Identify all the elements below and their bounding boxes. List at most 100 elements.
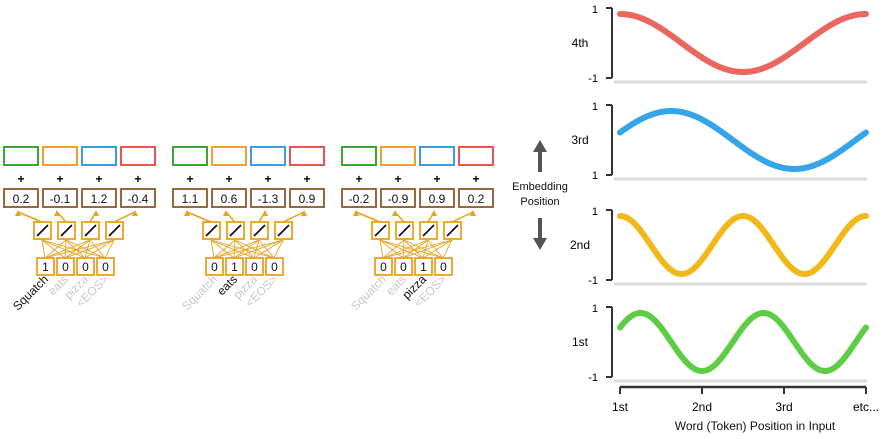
embedding-value-box <box>289 188 325 208</box>
input-value: 0 <box>380 260 387 274</box>
weight-connection <box>379 239 404 259</box>
arrowhead-icon <box>93 210 99 216</box>
embedding-position-indicator: Embedding Position <box>512 140 568 250</box>
input-value: 0 <box>400 260 407 274</box>
embedding-value-box <box>341 188 377 208</box>
arrowhead-icon <box>54 210 60 216</box>
input-value: 0 <box>102 260 109 274</box>
input-value: 0 <box>251 260 258 274</box>
arrowhead-icon <box>223 210 229 216</box>
token-group: + + + +1.1 0.6 -1.3 0.90 1 0 0Squatcheatspizza<EO… <box>172 146 325 313</box>
embedding-slot <box>120 146 156 166</box>
input-value: 0 <box>82 260 89 274</box>
arrowhead-icon <box>431 210 437 216</box>
weight-connection <box>258 239 275 259</box>
arrowhead-icon <box>184 210 190 216</box>
weight-connection <box>44 239 91 259</box>
weight-connection <box>427 239 444 259</box>
input-box <box>56 257 75 276</box>
arrowhead-icon <box>262 210 268 216</box>
identity-activation-icon <box>277 224 290 237</box>
network-connections <box>353 210 476 259</box>
sine-wave-curve <box>617 213 869 277</box>
weight-connection <box>65 239 86 259</box>
input-box <box>374 257 393 276</box>
weight-connection <box>233 239 260 259</box>
y-bottom-label: -1 <box>588 275 598 287</box>
plus-sign: + <box>264 172 271 186</box>
embedding-value: 0.2 <box>13 192 30 206</box>
embedding-value-box <box>120 188 156 208</box>
weight-connection <box>84 239 115 259</box>
identity-activation-icon <box>422 224 435 237</box>
weight-connection <box>382 239 429 259</box>
sine-wave-curve <box>617 11 869 75</box>
input-box <box>225 257 244 276</box>
weight-connection <box>403 239 424 259</box>
embedding-slot <box>42 146 78 166</box>
embedding-value: -0.1 <box>50 192 71 206</box>
arrowhead-icon <box>353 210 359 216</box>
token-label: Squatch <box>348 272 389 313</box>
weight-connection <box>402 239 453 259</box>
weight-connection <box>402 239 429 259</box>
wave-plot: 1 -1 4th <box>572 4 869 85</box>
identity-activation-icon <box>84 224 97 237</box>
sine-wave-curve <box>617 310 869 374</box>
embedding-slot <box>211 146 247 166</box>
input-box <box>205 257 224 276</box>
embedding-slot <box>81 146 117 166</box>
weight-connection <box>273 239 284 259</box>
token-group: + + + +-0.2 -0.9 0.9 0.20 0 1 0Squatcheatspizza<E… <box>341 146 494 313</box>
input-box <box>414 257 433 276</box>
output-arrow <box>113 211 136 223</box>
y-bottom-label: -1 <box>588 372 598 384</box>
y-top-label: 1 <box>592 206 598 218</box>
embedding-value: -0.9 <box>388 192 409 206</box>
weight-connection <box>403 239 444 259</box>
wave-plots: 1 -1 4th 1 1 3rd 1 -1 2nd 1 -1 1st <box>570 4 869 384</box>
x-tick-label: 3rd <box>775 400 792 414</box>
plus-sign: + <box>225 172 232 186</box>
arrowhead-icon <box>470 210 476 216</box>
input-value: 0 <box>211 260 218 274</box>
token-label: Squatch <box>179 272 220 313</box>
plus-sign: + <box>355 172 362 186</box>
weight-connection <box>253 239 284 259</box>
input-box <box>36 257 55 276</box>
weight-connection <box>41 239 46 259</box>
embedding-position-label: 4th <box>572 36 589 50</box>
output-arrow <box>355 211 381 223</box>
token-label: Squatch <box>10 272 51 313</box>
input-box <box>245 257 264 276</box>
input-box <box>265 257 284 276</box>
embedding-value: 0.6 <box>221 192 238 206</box>
embedding-slot <box>419 146 455 166</box>
arrowhead-icon <box>15 210 21 216</box>
input-box <box>394 257 413 276</box>
output-arrow <box>451 211 474 223</box>
network-connections <box>184 210 307 259</box>
x-axis: 1st 2nd 3rd etc... Word (Token) Position in… <box>612 385 879 433</box>
weight-connection <box>64 239 91 259</box>
embedding-slot <box>289 146 325 166</box>
weight-connection <box>422 239 453 259</box>
embedding-value-box <box>42 188 78 208</box>
embedding-slot <box>250 146 286 166</box>
weight-connection <box>89 239 106 259</box>
weight-connection <box>64 239 67 259</box>
weight-connection <box>210 239 215 259</box>
plus-sign: + <box>303 172 310 186</box>
plus-sign: + <box>17 172 24 186</box>
x-tick-label: etc... <box>853 400 879 414</box>
token-group: + + + +0.2 -0.1 1.2 -0.41 0 0 0Squatcheatspizza<E… <box>3 146 156 313</box>
embedding-value: 0.9 <box>429 192 446 206</box>
input-box <box>434 257 453 276</box>
x-axis-title: Word (Token) Position in Input <box>675 419 836 433</box>
embedding-position-label: 2nd <box>570 238 590 252</box>
identity-activation-icon <box>229 224 242 237</box>
arrowhead-icon <box>392 210 398 216</box>
weight-connection <box>44 239 67 259</box>
y-bottom-label: 1 <box>592 170 598 182</box>
